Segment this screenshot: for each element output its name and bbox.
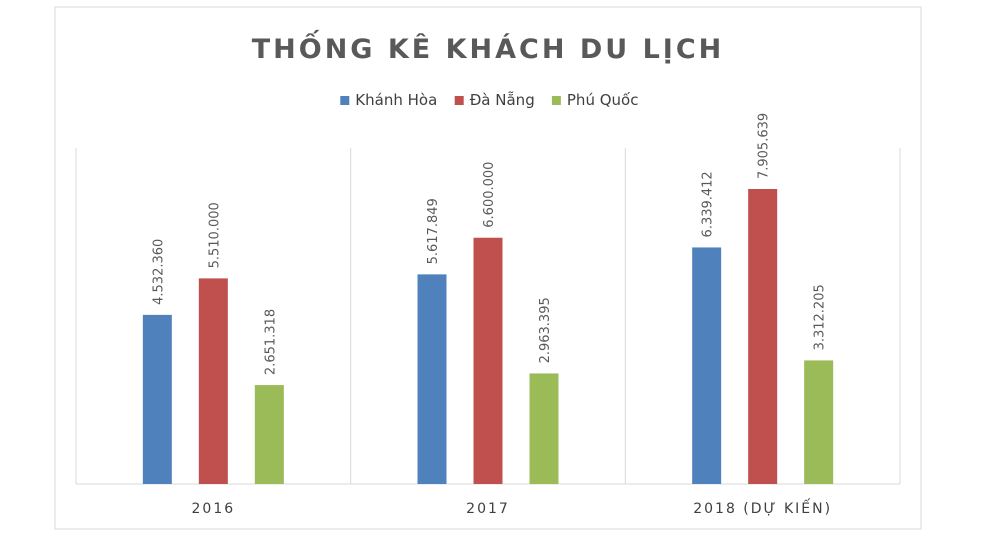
data-label: 7.905.639 — [757, 113, 772, 179]
bar-phú-quốc-1 — [529, 373, 559, 484]
data-label: 6.600.000 — [482, 162, 497, 228]
bar-khánh-hòa-1 — [417, 274, 447, 484]
data-label: 5.510.000 — [207, 202, 222, 268]
legend-label: Đà Nẵng — [470, 91, 535, 109]
data-label: 3.312.205 — [813, 284, 828, 350]
legend-label: Khánh Hòa — [355, 91, 437, 109]
bar-khánh-hòa-2 — [692, 247, 722, 484]
bar-khánh-hòa-0 — [142, 314, 172, 484]
legend-label: Phú Quốc — [567, 91, 639, 109]
data-label: 5.617.849 — [426, 198, 441, 264]
data-label: 2.963.395 — [538, 297, 553, 363]
legend-swatch — [551, 96, 561, 105]
legend-swatch — [340, 96, 350, 105]
legend: Khánh Hòa Đà Nẵng Phú Quốc — [340, 91, 638, 109]
category-label: 2018 (DỰ KIẾN) — [693, 498, 832, 517]
bar-đà-nẵng-2 — [748, 189, 778, 484]
bar-đà-nẵng-1 — [473, 237, 503, 484]
category-label: 2016 — [192, 501, 236, 517]
bar-phú-quốc-0 — [254, 385, 284, 484]
legend-swatch — [454, 96, 464, 105]
plot-area: 4.532.360 5.510.000 2.651.318 2016 5.617.849… — [75, 113, 901, 517]
data-label: 4.532.360 — [151, 239, 166, 305]
chart-title: THỐNG KÊ KHÁCH DU LỊCH — [252, 29, 725, 65]
bar-đà-nẵng-0 — [198, 278, 228, 484]
bar-phú-quốc-2 — [804, 360, 834, 484]
data-label: 2.651.318 — [263, 309, 278, 375]
category-label: 2017 — [466, 501, 510, 517]
data-label: 6.339.412 — [701, 171, 716, 237]
